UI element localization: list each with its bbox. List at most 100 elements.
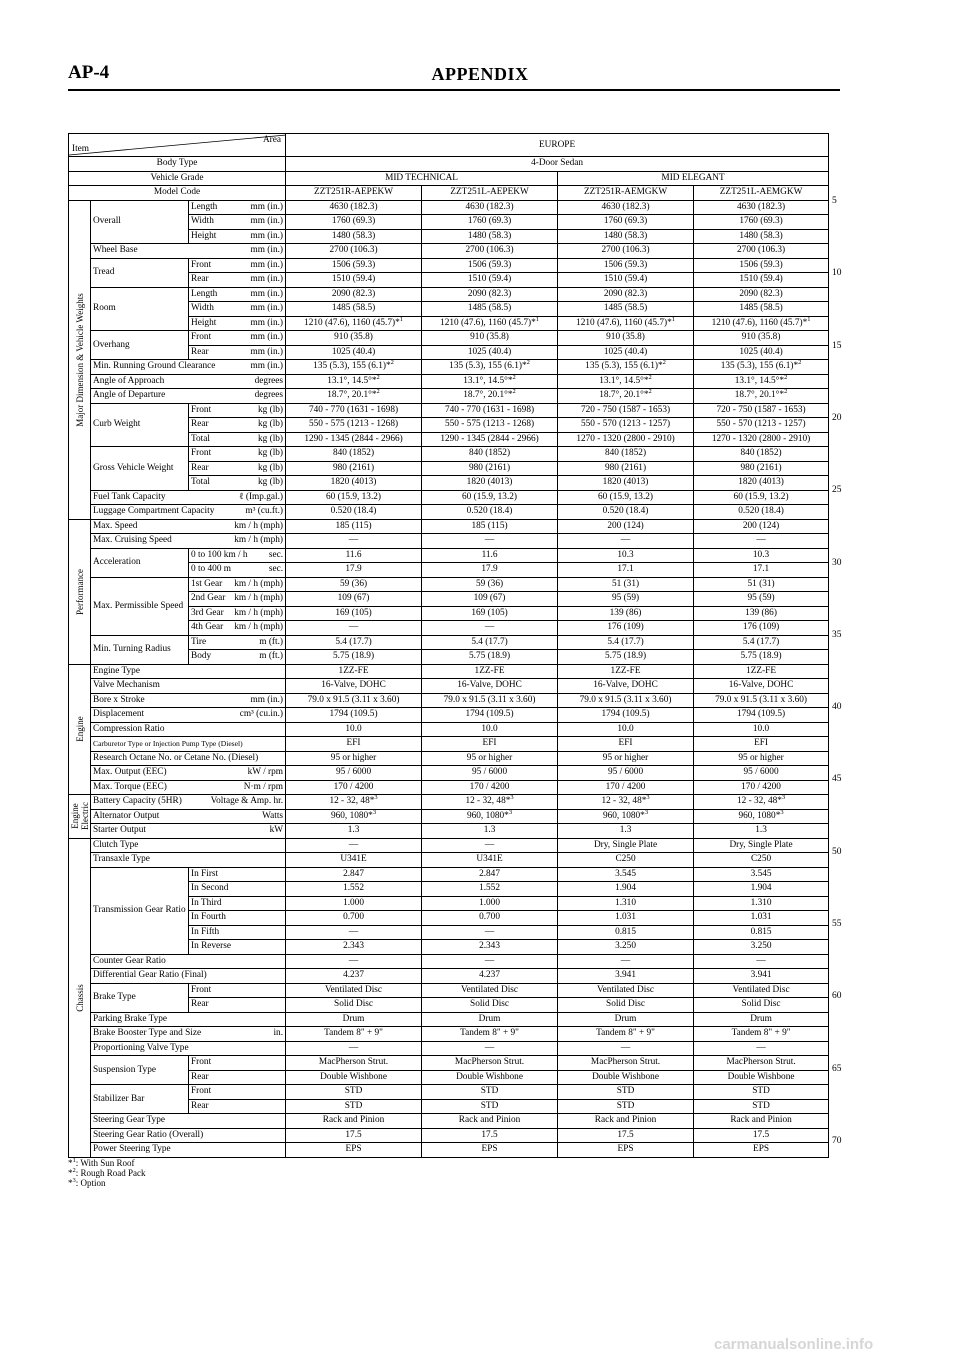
value-cell: 1.552 [285,881,423,897]
value-cell: 51 (31) [693,576,830,592]
model-code-cell: ZZT251L-AEMGKW [693,185,830,201]
spec-table-body: Area Item EUROPE Body Type 4-Door Sedan … [67,133,830,1158]
value-cell: 169 (105) [421,605,559,621]
value-cell: 1760 (69.3) [421,214,559,230]
label-text: Alternator Output [93,810,160,821]
table-row: Rear Solid Disc Solid Disc Solid Disc Solid … [69,997,830,1013]
footnote: *3: Option [68,1177,106,1188]
label-wrap: Rear [191,999,283,1010]
label-wrap: Steering Gear Type [93,1115,283,1126]
row-label: Starter Output kW [89,823,287,839]
section-label-text: Engine Electric [69,802,90,831]
value-cell: EPS [693,1142,830,1158]
label-text: Counter Gear Ratio [93,955,166,966]
value-cell: 95 (59) [557,591,695,607]
value-cell: 5.75 (18.9) [557,649,695,665]
value-cell: 1506 (59.3) [557,257,695,273]
row-label: Max. Cruising Speed km / h (mph) [89,533,287,549]
value-cell: 960, 1080*3 [421,808,559,824]
value-cell: 840 (1852) [557,446,695,462]
label-text: Max. Cruising Speed [93,535,172,546]
grade-mid-elegant: MID ELEGANT [557,170,830,186]
label-wrap: Fuel Tank Capacity ℓ (Imp.gal.) [93,492,283,503]
value-cell: 3.545 [557,866,695,882]
value-cell: 1794 (109.5) [693,707,830,723]
value-cell: EFI [557,736,695,752]
value-cell: 980 (2161) [421,460,559,476]
sub-label: Width mm (in.) [187,301,287,317]
group-label: Stabilizer Bar [90,1084,189,1114]
unit-text: kW / rpm [247,767,284,778]
diagonal-divider [69,134,285,156]
group-label: Room [90,286,189,331]
unit-text: mm (in.) [250,361,284,372]
label-wrap: Valve Mechanism [93,680,283,691]
label-wrap: Research Octane No. or Cetane No. (Diese… [93,753,283,764]
value-cell: Rack and Pinion [421,1113,559,1129]
label-text: In Reverse [191,941,232,952]
value-cell: 17.5 [693,1127,830,1143]
unit-text: km / h (mph) [234,622,284,633]
label-wrap: Carburetor Type or Injection Pump Type (… [93,738,283,749]
label-text: 0 to 100 km / h [191,549,248,560]
line-number: 70 [832,1135,842,1146]
value-cell: 2700 (106.3) [285,243,423,259]
unit-text: degrees [254,375,284,386]
value-cell: 1025 (40.4) [557,344,695,360]
line-number: 55 [832,919,842,929]
sub-label: Total kg (lb) [187,475,287,491]
label-wrap: Engine Type [93,666,283,677]
body-type-label: Body Type [67,156,287,172]
row-label: Counter Gear Ratio [89,953,287,969]
value-cell: 12 - 32, 48*3 [693,794,830,810]
value-cell: 17.1 [693,562,830,578]
value-cell: C250 [557,852,695,868]
label-wrap: Total kg (lb) [191,477,283,488]
value-cell: 4.237 [285,968,423,984]
unit-text: mm (in.) [250,201,284,212]
label-text: Steering Gear Type [93,1115,165,1126]
value-cell: 840 (1852) [285,446,423,462]
value-cell: 60 (15.9, 13.2) [421,489,559,505]
line-number: 15 [832,340,842,351]
value-cell: 5.4 (17.7) [557,634,695,650]
value-cell: 910 (35.8) [285,330,423,346]
label-text: Max. Output (EEC) [93,767,167,778]
value-cell: 3.545 [693,866,830,882]
label-wrap: In Third [191,898,283,909]
value-cell: 10.0 [285,721,423,737]
model-code-cell: ZZT251R-AEPEKW [285,185,423,201]
value-cell: — [421,620,559,636]
label-wrap: Power Steering Type [93,1144,283,1155]
sub-label: Front [187,1084,287,1100]
section-label: Chassis [68,837,91,1158]
unit-text: km / h (mph) [234,520,284,531]
table-row: Major Dimension & Vehicle Weights Overall… [68,199,830,520]
table-row: Power Steering Type EPS EPS EPS EPS [69,1142,830,1158]
value-cell: — [421,533,559,549]
value-cell: 170 / 4200 [421,779,559,795]
value-cell: 1.310 [557,895,695,911]
value-cell: 109 (67) [421,591,559,607]
table-row: Engine Electric Battery Capacity (5HR) Vol… [68,794,830,839]
label-text: Wheel Base [93,245,138,256]
value-cell: 2090 (82.3) [421,286,559,302]
line-number: 35 [832,629,842,640]
grade-mid-technical: MID TECHNICAL [285,170,559,186]
row-label: Luggage Compartment Capacity m³ (cu.ft.) [89,504,287,520]
unit-text: mm (in.) [250,216,284,227]
footnote: *1: With Sun Roof [68,1157,135,1168]
table-row: Wheel Base mm (in.) 2700 (106.3) 2700 (106.… [69,243,830,259]
value-cell: 4630 (182.3) [285,199,423,215]
unit-text: km / h (mph) [234,535,284,546]
header-rule [68,89,840,91]
unit-text: m (ft.) [259,651,284,662]
value-cell: 1510 (59.4) [557,272,695,288]
label-text: Rear [191,999,209,1010]
value-cell: 1.904 [693,881,830,897]
group-label: Suspension Type [90,1055,189,1085]
section-label: Performance [68,518,91,665]
label-text: Carburetor Type or Injection Pump Type (… [93,739,243,749]
value-cell: 1820 (4013) [421,475,559,491]
sub-label: Length mm (in.) [187,199,287,215]
